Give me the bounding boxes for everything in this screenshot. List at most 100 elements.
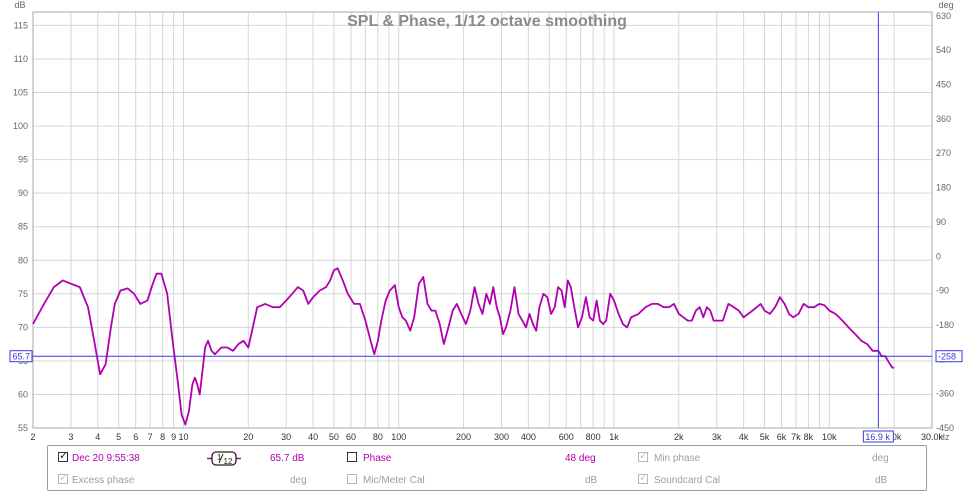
measurement-label: Dec 20 9:55:38 (72, 453, 140, 464)
x-tick-label: 7 (148, 432, 153, 442)
x-tick-label: 20 (243, 432, 253, 442)
y2-tick-label: 630 (936, 11, 951, 21)
y2-tick-label: 540 (936, 45, 951, 55)
x-tick-label: 7k (791, 432, 801, 442)
right-axis-unit: deg (938, 0, 953, 10)
y-tick-label: 75 (18, 289, 28, 299)
x-tick-label: 8 (160, 432, 165, 442)
legend-row-2: ✓ Excess phase deg Mic/Meter Cal dB ✓ So… (48, 470, 926, 492)
x-tick-label: 6 (133, 432, 138, 442)
smoothing-denominator: 12 (224, 457, 233, 466)
y-tick-label: 90 (18, 188, 28, 198)
measurement-checkbox[interactable]: ✓ (58, 450, 69, 462)
soundcard-cal-checkbox[interactable]: ✓ (638, 472, 649, 484)
phase-checkbox[interactable] (347, 452, 357, 462)
cursor[interactable]: 65.7 -258 16.9 k (9, 12, 963, 443)
min-phase-label: Min phase (654, 453, 701, 464)
y2-tick-label: 0 (936, 251, 941, 261)
x-tick-label: 3k (712, 432, 722, 442)
y-tick-label: 70 (18, 322, 28, 332)
cursor-x-label: 16.9 k (865, 432, 890, 442)
y2-tick-label: 270 (936, 148, 951, 158)
x-tick-label: 6k (777, 432, 787, 442)
left-axis-ticks: 115110105100959085807570656055 (13, 20, 28, 433)
check-icon: ✓ (639, 450, 649, 462)
cursor-y-label-box (9, 350, 33, 363)
x-axis-unit: Hz (939, 432, 950, 442)
y-tick-label: 105 (13, 88, 28, 98)
phase-label: Phase (363, 453, 392, 464)
left-axis-unit: dB (14, 0, 25, 10)
y-tick-label: 55 (18, 423, 28, 433)
y-tick-label: 100 (13, 121, 28, 131)
y-tick-label: 115 (14, 20, 28, 30)
smoothing-numerator: 1 (217, 453, 222, 462)
mic-cal-checkbox[interactable] (347, 474, 357, 484)
x-tick-label: 600 (559, 432, 574, 442)
soundcard-cal-value: dB (875, 475, 888, 486)
y2-tick-label: 450 (936, 80, 951, 90)
min-phase-checkbox[interactable]: ✓ (638, 450, 649, 462)
y2-tick-label: -360 (936, 389, 954, 399)
x-axis-ticks: 2 3 4 5 6 7 8 9 10 20 30 40 50 60 80 100 200 300 400 600 800… (30, 432, 943, 442)
x-tick-label: 1k (609, 432, 619, 442)
measurement-value: 65.7 dB (270, 453, 305, 464)
x-tick-label: 5k (760, 432, 770, 442)
check-icon: ✓ (59, 472, 69, 484)
y-tick-label: 85 (18, 222, 28, 232)
legend-row-1: ✓ Dec 20 9:55:38 1 12 65.7 dB Phase 48 d… (48, 448, 926, 470)
y2-tick-label: -450 (936, 423, 954, 433)
x-tick-label: 200 (456, 432, 471, 442)
cursor-y2-label: -258 (938, 352, 956, 362)
x-tick-label: 9 (171, 432, 176, 442)
y2-tick-label: 90 (936, 217, 946, 227)
x-tick-label: 8k (804, 432, 814, 442)
x-tick-label: 4k (739, 432, 749, 442)
x-tick-label: 400 (521, 432, 536, 442)
y2-tick-label: -180 (936, 320, 954, 330)
trace-legend: ✓ Dec 20 9:55:38 1 12 65.7 dB Phase 48 d… (47, 445, 927, 491)
x-tick-label: 60 (346, 432, 356, 442)
x-tick-label: 80 (373, 432, 383, 442)
y2-tick-label: -90 (936, 286, 949, 296)
mic-cal-label: Mic/Meter Cal (363, 475, 425, 486)
x-tick-label: 30.0k (921, 432, 944, 442)
x-tick-label: 20k (887, 432, 902, 442)
x-tick-label: 300 (494, 432, 509, 442)
x-tick-label: 5 (116, 432, 121, 442)
excess-phase-value: deg (290, 475, 307, 486)
phase-value: 48 deg (565, 453, 596, 464)
x-tick-label: 800 (586, 432, 601, 442)
excess-phase-checkbox[interactable]: ✓ (58, 472, 69, 484)
chart-title: SPL & Phase, 1/12 octave smoothing (347, 13, 627, 30)
series-layer (32, 267, 895, 426)
y-tick-label: 95 (18, 155, 28, 165)
cursor-y2-label-box (935, 350, 963, 363)
x-tick-label: 10k (822, 432, 837, 442)
cursor-y-label: 65.7 (12, 352, 30, 362)
y2-tick-label: 180 (936, 183, 951, 193)
check-icon: ✓ (639, 472, 649, 484)
x-tick-label: 100 (391, 432, 406, 442)
soundcard-cal-label: Soundcard Cal (654, 475, 721, 486)
y-tick-label: 80 (18, 255, 28, 265)
x-tick-label: 2k (674, 432, 684, 442)
y-tick-label: 110 (14, 54, 28, 64)
x-tick-label: 4 (95, 432, 100, 442)
plot-frame (32, 11, 933, 429)
x-tick-label: 3 (68, 432, 73, 442)
x-tick-label: 10 (178, 432, 188, 442)
x-tick-label: 30 (281, 432, 291, 442)
y2-tick-label: 360 (936, 114, 951, 124)
x-tick-label: 50 (329, 432, 339, 442)
check-icon: ✓ (59, 450, 69, 462)
min-phase-value: deg (872, 453, 889, 464)
cursor-x-label-box (862, 430, 894, 443)
smoothing-badge-icon[interactable]: 1 12 (206, 451, 242, 466)
spl-phase-chart[interactable]: SPL & Phase, 1/12 octave smoothing dB de… (0, 0, 975, 445)
excess-phase-label: Excess phase (72, 475, 135, 486)
chart-grid (32, 12, 933, 429)
x-tick-label: 40 (308, 432, 318, 442)
y-tick-label: 60 (18, 389, 28, 399)
